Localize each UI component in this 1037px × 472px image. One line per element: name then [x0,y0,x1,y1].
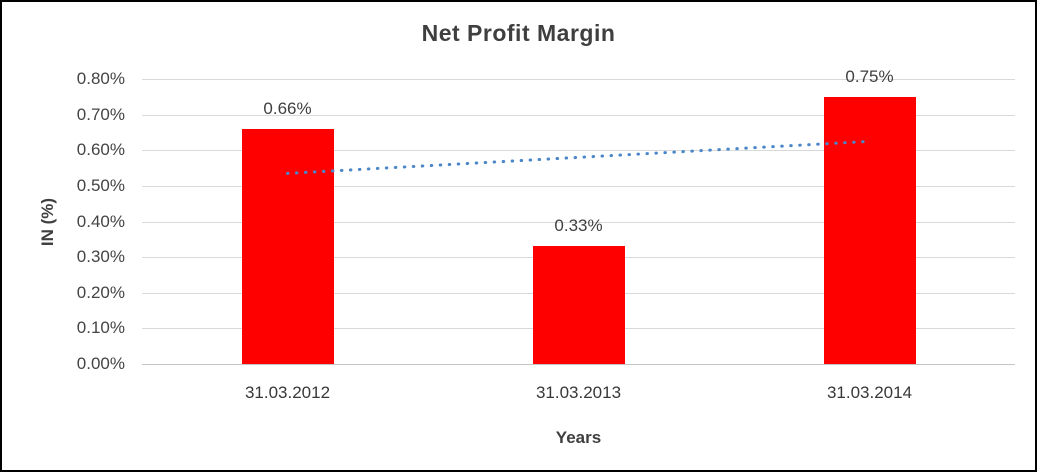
bar [823,96,916,364]
bar-value-label: 0.66% [263,98,312,118]
x-axis-title: Years [555,428,602,447]
bar [241,128,334,364]
x-tick-label: 31.03.2014 [826,383,913,402]
x-axis-line [142,364,1015,365]
gridline [142,79,1015,80]
gridline [142,114,1015,116]
y-tick-label: 0.20% [76,282,125,302]
trendline-path [286,139,871,175]
x-tick-label: 31.03.2013 [535,383,622,402]
chart-title: Net Profit Margin [421,20,616,46]
y-axis-title: IN (%) [38,197,57,247]
y-tick-label: 0.70% [76,104,125,124]
bar-value-label: 0.33% [554,216,603,236]
y-tick-label: 0.40% [76,211,125,231]
bar [532,246,625,364]
y-tick-label: 0.00% [76,354,125,373]
gridline [142,185,1015,187]
y-tick-label: 0.30% [76,247,125,267]
y-tick-label: 0.80% [76,69,125,88]
gridline [142,221,1015,223]
x-tick-label: 31.03.2012 [244,383,331,402]
y-tick-label: 0.50% [76,175,125,195]
y-tick-label: 0.10% [76,318,125,338]
y-tick-label: 0.60% [76,140,125,160]
bar-value-label: 0.75% [845,66,894,86]
